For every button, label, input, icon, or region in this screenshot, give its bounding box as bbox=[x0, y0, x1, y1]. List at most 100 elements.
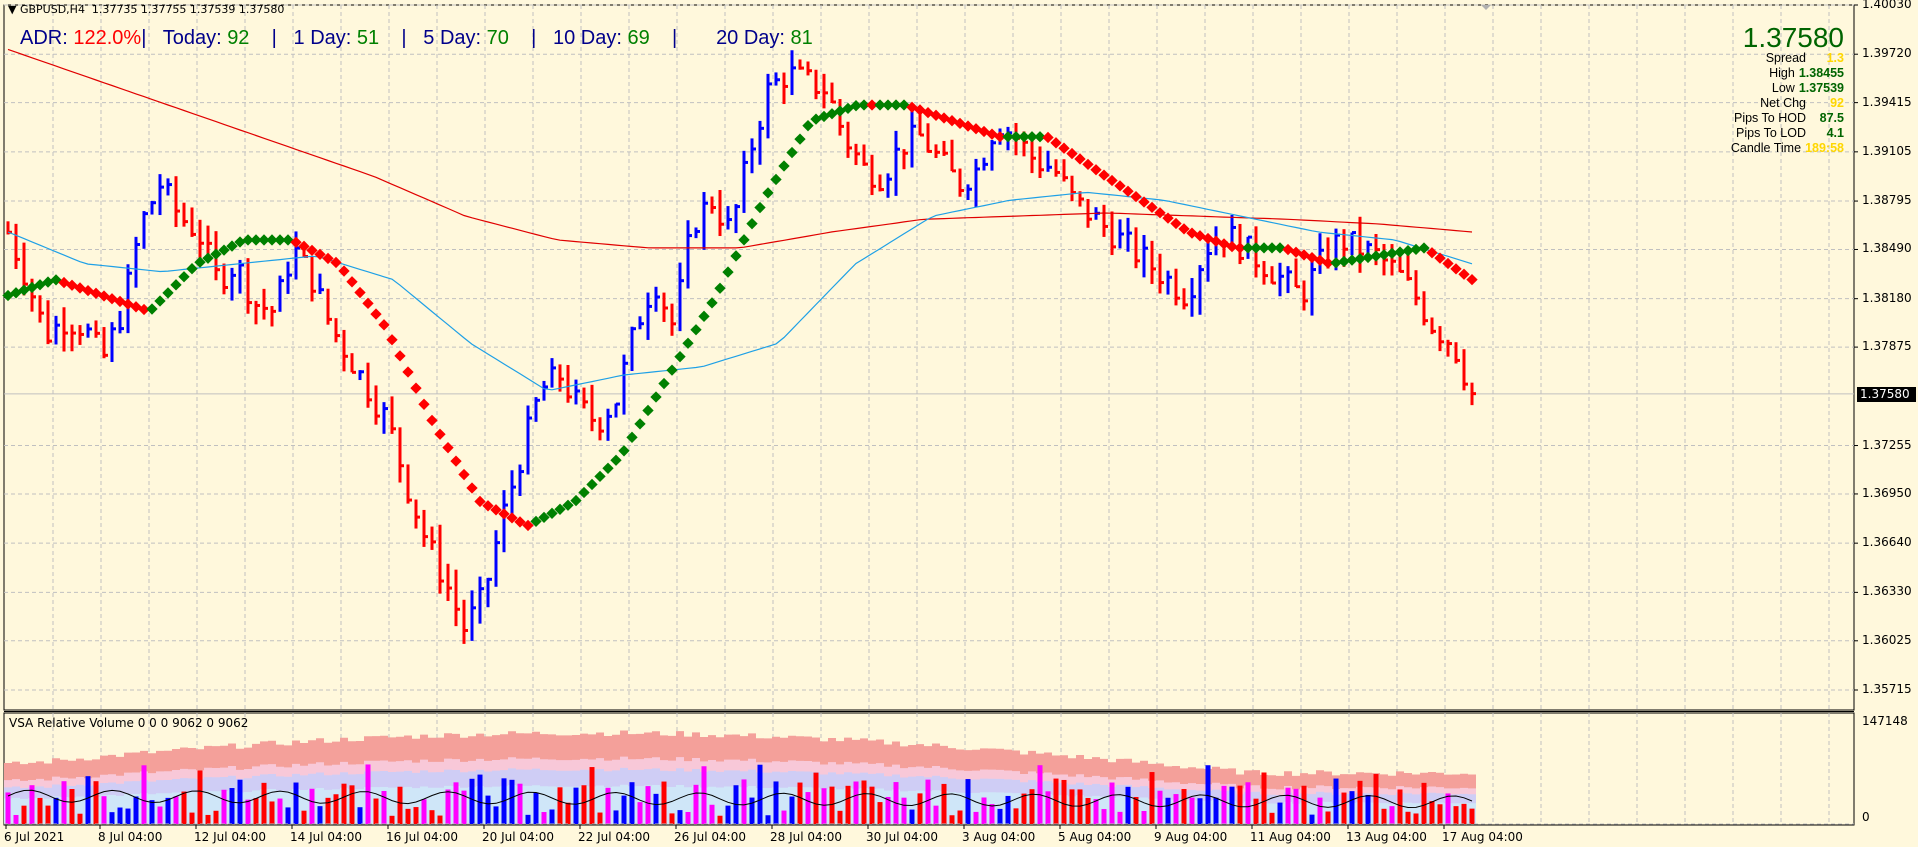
ohlc-bar[interactable] bbox=[102, 327, 108, 359]
ohlc-bar[interactable] bbox=[238, 259, 244, 294]
ohlc-bar[interactable] bbox=[390, 396, 396, 434]
ohlc-bar[interactable] bbox=[1054, 159, 1060, 177]
ohlc-bar[interactable] bbox=[1142, 235, 1148, 278]
ohlc-bar[interactable] bbox=[158, 174, 164, 216]
ohlc-bar[interactable] bbox=[670, 303, 676, 336]
ohlc-bar[interactable] bbox=[1062, 159, 1068, 182]
ohlc-bar[interactable] bbox=[54, 315, 60, 345]
ohlc-bar[interactable] bbox=[678, 262, 684, 332]
ohlc-bar[interactable] bbox=[710, 196, 716, 214]
ohlc-bar[interactable] bbox=[1166, 270, 1172, 295]
ohlc-bar[interactable] bbox=[470, 590, 476, 641]
ohlc-bar[interactable] bbox=[862, 144, 868, 166]
ohlc-bar[interactable] bbox=[422, 509, 428, 547]
ohlc-bar[interactable] bbox=[950, 139, 956, 173]
ohlc-bar[interactable] bbox=[254, 300, 260, 325]
ohlc-bar[interactable] bbox=[14, 223, 20, 270]
ohlc-bar[interactable] bbox=[942, 140, 948, 156]
ohlc-bar[interactable] bbox=[278, 275, 284, 312]
ohlc-bar[interactable] bbox=[630, 326, 636, 372]
ohlc-bar[interactable] bbox=[614, 402, 620, 418]
ohlc-bar[interactable] bbox=[1302, 280, 1308, 311]
ohlc-bar[interactable] bbox=[742, 150, 748, 213]
ohlc-bar[interactable] bbox=[726, 206, 732, 230]
ohlc-bar[interactable] bbox=[1462, 349, 1468, 391]
ohlc-bar[interactable] bbox=[350, 353, 356, 374]
ohlc-bar[interactable] bbox=[790, 50, 796, 96]
ohlc-bar[interactable] bbox=[566, 365, 572, 403]
ohlc-bar[interactable] bbox=[430, 526, 436, 550]
ohlc-bar[interactable] bbox=[342, 329, 348, 372]
ohlc-bar[interactable] bbox=[1286, 266, 1292, 294]
ohlc-bar[interactable] bbox=[558, 364, 564, 392]
ohlc-bar[interactable] bbox=[518, 464, 524, 496]
ohlc-bar[interactable] bbox=[86, 323, 92, 338]
ohlc-bar[interactable] bbox=[574, 379, 580, 405]
ohlc-bar[interactable] bbox=[646, 292, 652, 340]
ohlc-bar[interactable] bbox=[1110, 211, 1116, 256]
ohlc-bar[interactable] bbox=[534, 397, 540, 422]
ohlc-bar[interactable] bbox=[38, 295, 44, 323]
ohlc-bar[interactable] bbox=[702, 192, 708, 250]
ohlc-bar[interactable] bbox=[94, 320, 100, 338]
ohlc-bar[interactable] bbox=[1182, 288, 1188, 310]
ohlc-bar[interactable] bbox=[966, 184, 972, 200]
ohlc-bar[interactable] bbox=[1030, 137, 1036, 174]
ohlc-bar[interactable] bbox=[1150, 240, 1156, 284]
ohlc-bar[interactable] bbox=[1470, 382, 1476, 406]
ohlc-bar[interactable] bbox=[550, 358, 556, 388]
ohlc-bar[interactable] bbox=[1126, 217, 1132, 252]
ohlc-bar[interactable] bbox=[446, 563, 452, 601]
ohlc-bar[interactable] bbox=[1270, 266, 1276, 285]
ohlc-bar[interactable] bbox=[758, 120, 764, 165]
ohlc-bar[interactable] bbox=[654, 286, 660, 312]
ohlc-bar[interactable] bbox=[1190, 278, 1196, 317]
ohlc-bar[interactable] bbox=[1038, 146, 1044, 178]
ohlc-bar[interactable] bbox=[806, 61, 812, 76]
ohlc-bar[interactable] bbox=[318, 273, 324, 295]
ohlc-bar[interactable] bbox=[1046, 150, 1052, 172]
ohlc-bar[interactable] bbox=[694, 227, 700, 239]
ohlc-bar[interactable] bbox=[582, 387, 588, 409]
ohlc-bar[interactable] bbox=[606, 408, 612, 441]
ohlc-bar[interactable] bbox=[366, 362, 372, 408]
ohlc-bar[interactable] bbox=[502, 490, 508, 553]
ohlc-bar[interactable] bbox=[190, 207, 196, 237]
ohlc-bar[interactable] bbox=[1174, 268, 1180, 306]
ohlc-bar[interactable] bbox=[270, 306, 276, 327]
ohlc-bar[interactable] bbox=[46, 300, 52, 345]
ohlc-bar[interactable] bbox=[454, 569, 460, 627]
ohlc-bar[interactable] bbox=[1158, 253, 1164, 294]
ohlc-bar[interactable] bbox=[958, 168, 964, 197]
ohlc-bar[interactable] bbox=[166, 178, 172, 196]
ohlc-bar[interactable] bbox=[486, 577, 492, 608]
ohlc-bar[interactable] bbox=[886, 173, 892, 198]
ohlc-bar[interactable] bbox=[326, 288, 332, 325]
ohlc-bar[interactable] bbox=[638, 316, 644, 330]
ohlc-bar[interactable] bbox=[414, 499, 420, 529]
ohlc-bar[interactable] bbox=[622, 354, 628, 415]
ohlc-bar[interactable] bbox=[990, 139, 996, 171]
ohlc-bar[interactable] bbox=[934, 144, 940, 158]
ohlc-bar[interactable] bbox=[1406, 252, 1412, 281]
ohlc-bar[interactable] bbox=[62, 307, 68, 352]
ohlc-bar[interactable] bbox=[718, 189, 724, 237]
ohlc-bar[interactable] bbox=[838, 99, 844, 136]
ohlc-bar[interactable] bbox=[494, 530, 500, 587]
ohlc-bar[interactable] bbox=[902, 149, 908, 170]
ohlc-bar[interactable] bbox=[1206, 239, 1212, 282]
ohlc-bar[interactable] bbox=[110, 322, 116, 362]
ohlc-bar[interactable] bbox=[846, 121, 852, 158]
ohlc-bar[interactable] bbox=[910, 110, 916, 168]
ohlc-bar[interactable] bbox=[598, 417, 604, 441]
ohlc-bar[interactable] bbox=[182, 202, 188, 227]
ohlc-bar[interactable] bbox=[1262, 261, 1268, 285]
ohlc-bar[interactable] bbox=[830, 82, 836, 104]
ohlc-bar[interactable] bbox=[462, 599, 468, 644]
ohlc-bar[interactable] bbox=[590, 384, 596, 432]
ohlc-bar[interactable] bbox=[1422, 291, 1428, 326]
ohlc-bar[interactable] bbox=[286, 261, 292, 294]
ohlc-bar[interactable] bbox=[870, 154, 876, 196]
ohlc-bar[interactable] bbox=[894, 130, 900, 196]
